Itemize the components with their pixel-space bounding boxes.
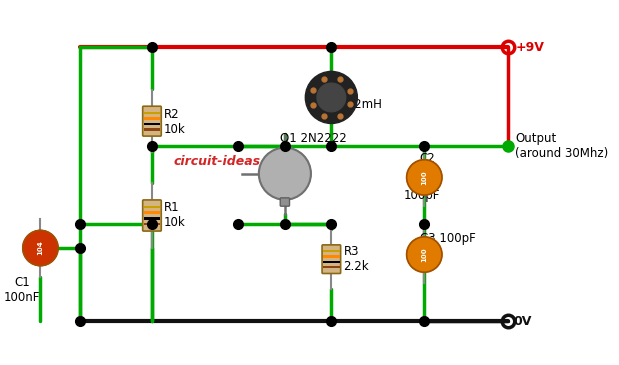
Bar xyxy=(323,266,340,268)
Text: 100: 100 xyxy=(422,247,427,262)
Text: R3
2.2k: R3 2.2k xyxy=(344,245,369,273)
Circle shape xyxy=(407,237,442,272)
Circle shape xyxy=(317,83,345,112)
Bar xyxy=(144,205,160,208)
Text: 100: 100 xyxy=(422,170,427,185)
FancyBboxPatch shape xyxy=(142,106,162,136)
Circle shape xyxy=(23,230,58,266)
Bar xyxy=(144,223,160,226)
Text: circuit-ideas.com: circuit-ideas.com xyxy=(173,155,294,168)
Text: C1
100nF: C1 100nF xyxy=(4,276,40,304)
Bar xyxy=(144,211,160,214)
Text: R1
10k: R1 10k xyxy=(164,201,186,230)
FancyBboxPatch shape xyxy=(280,198,290,206)
Circle shape xyxy=(305,72,357,123)
Text: R2
10k: R2 10k xyxy=(164,108,186,136)
Circle shape xyxy=(407,160,442,195)
Text: C3 100pF: C3 100pF xyxy=(420,232,475,245)
Bar xyxy=(323,250,340,252)
Bar xyxy=(144,112,160,114)
Text: 100pF: 100pF xyxy=(404,189,440,203)
Text: Output
(around 30Mhz): Output (around 30Mhz) xyxy=(516,132,608,160)
Circle shape xyxy=(259,148,311,200)
Text: Q1 2N2222: Q1 2N2222 xyxy=(280,132,347,145)
Text: L1
0.2mH: L1 0.2mH xyxy=(344,84,383,111)
Bar xyxy=(144,117,160,119)
Text: +9V: +9V xyxy=(516,41,544,54)
Bar xyxy=(144,128,160,131)
Text: 104: 104 xyxy=(37,241,43,256)
Bar xyxy=(323,255,340,258)
Bar xyxy=(323,261,340,263)
Bar xyxy=(144,217,160,220)
Text: C2: C2 xyxy=(420,152,435,165)
Text: 0V: 0V xyxy=(514,315,532,328)
Bar xyxy=(144,123,160,125)
FancyBboxPatch shape xyxy=(142,200,162,231)
FancyBboxPatch shape xyxy=(322,245,340,273)
